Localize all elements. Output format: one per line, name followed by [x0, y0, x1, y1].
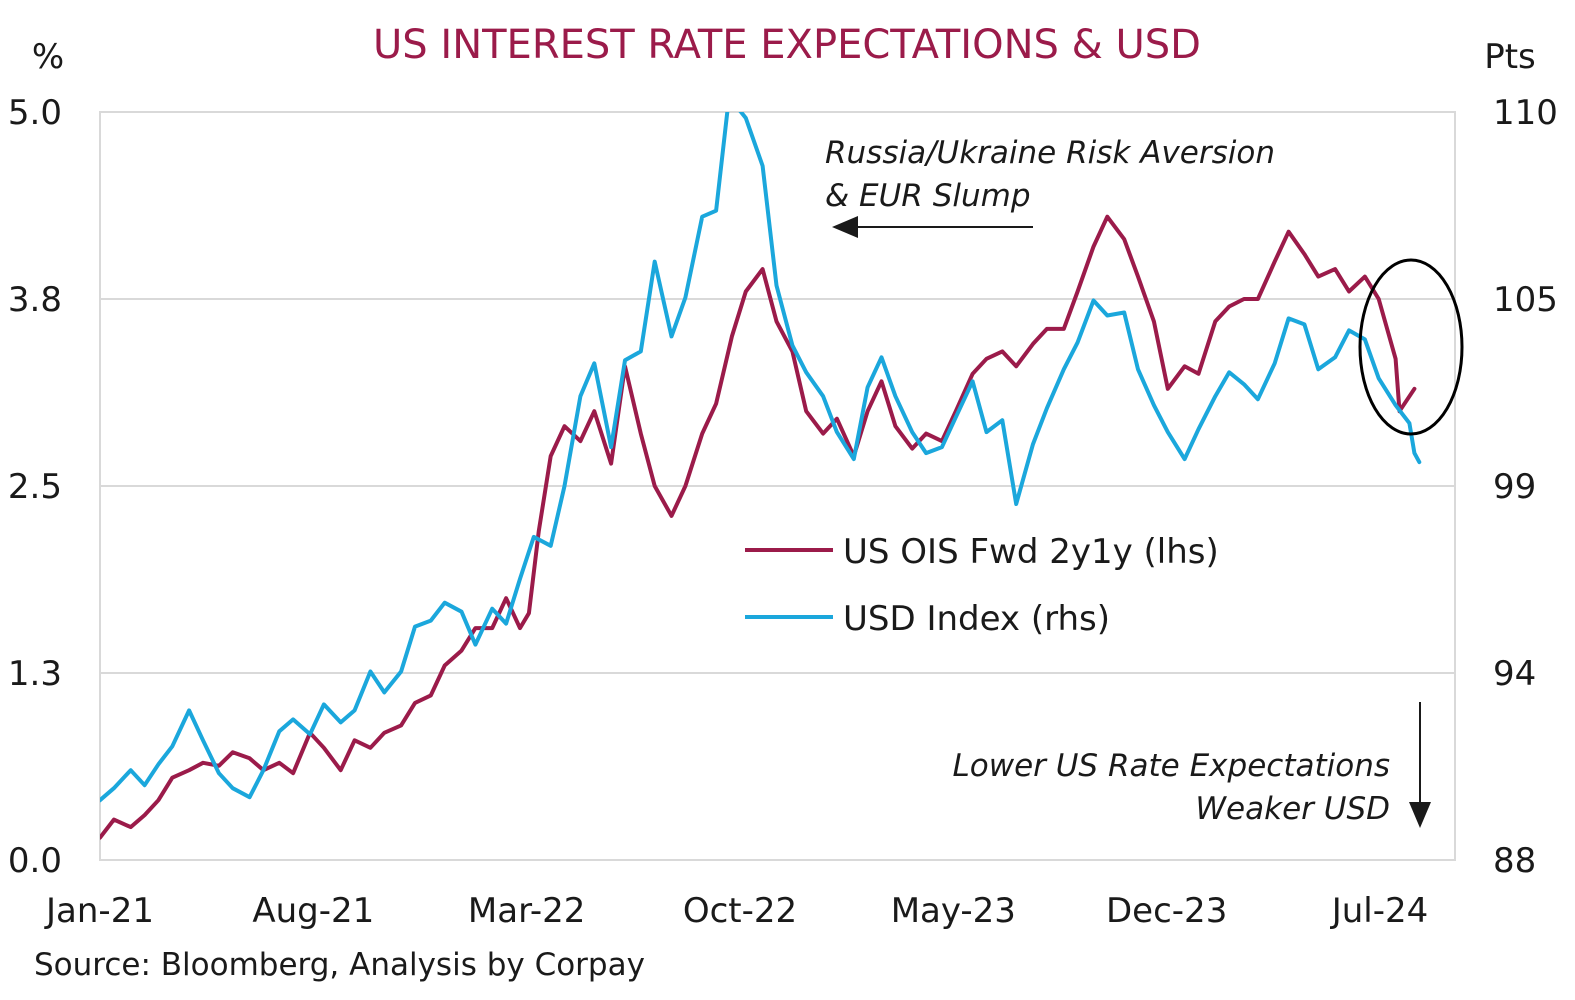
- left-tick-label: 3.8: [8, 280, 62, 320]
- annotation-lower-rates: Lower US Rate Expectations Weaker USD: [952, 702, 1431, 828]
- series-line-rates: [100, 214, 1417, 840]
- series-layer: [100, 112, 1422, 840]
- annotation-risk-line-2: & EUR Slump: [825, 178, 1031, 214]
- x-tick-label: May-23: [891, 891, 1016, 931]
- right-axis: 110 105 99 94 88: [1493, 93, 1558, 881]
- left-axis: 5.0 3.8 2.5 1.3 0.0: [8, 93, 62, 881]
- gridlines: [100, 298, 1455, 674]
- annotation-rates-line-2: Weaker USD: [1195, 791, 1390, 827]
- highlight-circle: [1358, 258, 1464, 436]
- right-tick-label: 99: [1493, 467, 1536, 507]
- left-tick-label: 5.0: [8, 93, 62, 133]
- x-tick-label: Jan-21: [44, 891, 154, 931]
- x-tick-label: Dec-23: [1106, 891, 1227, 931]
- x-tick-label: Aug-21: [252, 891, 374, 931]
- x-tick-label: Jul-24: [1330, 891, 1429, 931]
- chart-title: US INTEREST RATE EXPECTATIONS & USD: [373, 22, 1201, 68]
- legend-label-rates: US OIS Fwd 2y1y (lhs): [843, 532, 1219, 572]
- annotation-risk-aversion: Russia/Ukraine Risk Aversion & EUR Slump: [825, 135, 1275, 238]
- left-tick-label: 0.0: [8, 841, 62, 881]
- x-axis: Jan-21 Aug-21 Mar-22 Oct-22 May-23 Dec-23 Jul-…: [44, 891, 1428, 931]
- legend-label-usd: USD Index (rhs): [843, 599, 1110, 639]
- series-line-usd: [100, 112, 1422, 803]
- left-arrow-icon: [832, 216, 858, 238]
- x-tick-label: Oct-22: [683, 891, 797, 931]
- legend: US OIS Fwd 2y1y (lhs) USD Index (rhs): [745, 532, 1219, 639]
- right-tick-label: 94: [1493, 654, 1536, 694]
- right-axis-unit: Pts: [1484, 37, 1536, 77]
- right-tick-label: 105: [1493, 280, 1558, 320]
- right-tick-label: 88: [1493, 841, 1536, 881]
- x-tick-label: Mar-22: [468, 891, 586, 931]
- plot-area: [99, 111, 1456, 861]
- down-arrow-icon: [1409, 802, 1431, 828]
- right-tick-label: 110: [1493, 93, 1558, 133]
- left-tick-label: 2.5: [8, 467, 62, 507]
- source-note: Source: Bloomberg, Analysis by Corpay: [34, 947, 645, 983]
- left-tick-label: 1.3: [8, 654, 62, 694]
- annotation-risk-line-1: Russia/Ukraine Risk Aversion: [825, 135, 1275, 171]
- left-axis-unit: %: [32, 37, 64, 77]
- annotation-rates-line-1: Lower US Rate Expectations: [952, 748, 1390, 784]
